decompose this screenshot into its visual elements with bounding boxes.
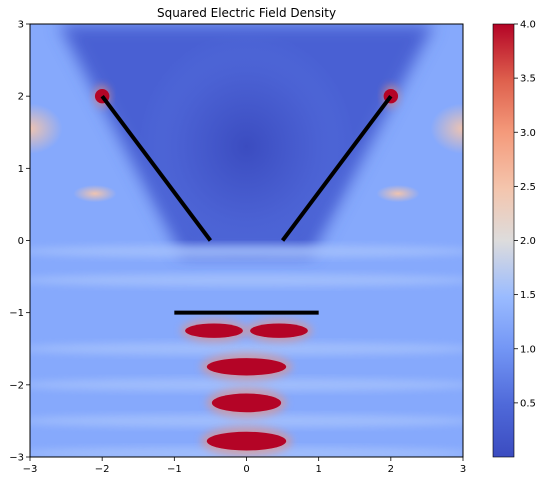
colorbar-tick-label: 3.5 — [520, 74, 536, 85]
warm-lobe-1 — [0, 103, 62, 154]
colorbar-tick-label: 2.0 — [520, 236, 536, 247]
colorbar: 0.5 1.0 1.5 2.0 2.5 3.0 3.5 4.0 — [493, 20, 536, 458]
warm-lobe-3 — [73, 185, 116, 202]
colorbar-tick-label: 0.5 — [520, 398, 536, 409]
interference-stripe-1 — [16, 245, 478, 258]
colorbar-tick-label: 4.0 — [520, 20, 536, 31]
chart-title: Squared Electric Field Density — [157, 6, 336, 20]
colorbar-tick-label: 1.0 — [520, 344, 536, 355]
y-tick-label: −3 — [9, 453, 24, 464]
x-tick-label: −1 — [167, 464, 182, 475]
hotspot-core-band-2 — [207, 358, 286, 375]
y-tick-label: −2 — [9, 380, 24, 391]
y-tick-label: 2 — [18, 92, 24, 103]
y-tick-label: 1 — [18, 164, 24, 175]
hotspot-core-band-1-right — [250, 323, 308, 337]
warm-lobe-4 — [376, 185, 419, 202]
x-tick-label: 2 — [388, 464, 394, 475]
y-tick-label: 0 — [18, 236, 24, 247]
colorbar-gradient — [493, 24, 514, 457]
colorbar-tick-label: 2.5 — [520, 182, 536, 193]
x-tick-label: −3 — [23, 464, 38, 475]
hotspot-core-band-1-left — [185, 323, 243, 337]
interference-stripe-2 — [16, 274, 478, 287]
colorbar-tick-label: 1.5 — [520, 290, 536, 301]
y-tick-label: −1 — [9, 308, 24, 319]
x-tick-label: 3 — [460, 464, 466, 475]
hotspot-core-band-4 — [207, 432, 286, 451]
x-tick-label: 0 — [243, 464, 249, 475]
hotspot-core-band-3 — [212, 393, 281, 412]
colorbar-ticks: 0.5 1.0 1.5 2.0 2.5 3.0 3.5 4.0 — [514, 20, 536, 410]
x-tick-label: 1 — [315, 464, 321, 475]
y-tick-label: 3 — [18, 20, 24, 31]
x-axis: −3 −2 −1 0 1 2 3 — [23, 457, 467, 475]
colorbar-tick-label: 3.0 — [520, 128, 536, 139]
plot-area — [0, 24, 495, 460]
x-tick-label: −2 — [95, 464, 110, 475]
y-axis: −3 −2 −1 0 1 2 3 — [9, 20, 30, 464]
low-field-core — [138, 31, 355, 262]
